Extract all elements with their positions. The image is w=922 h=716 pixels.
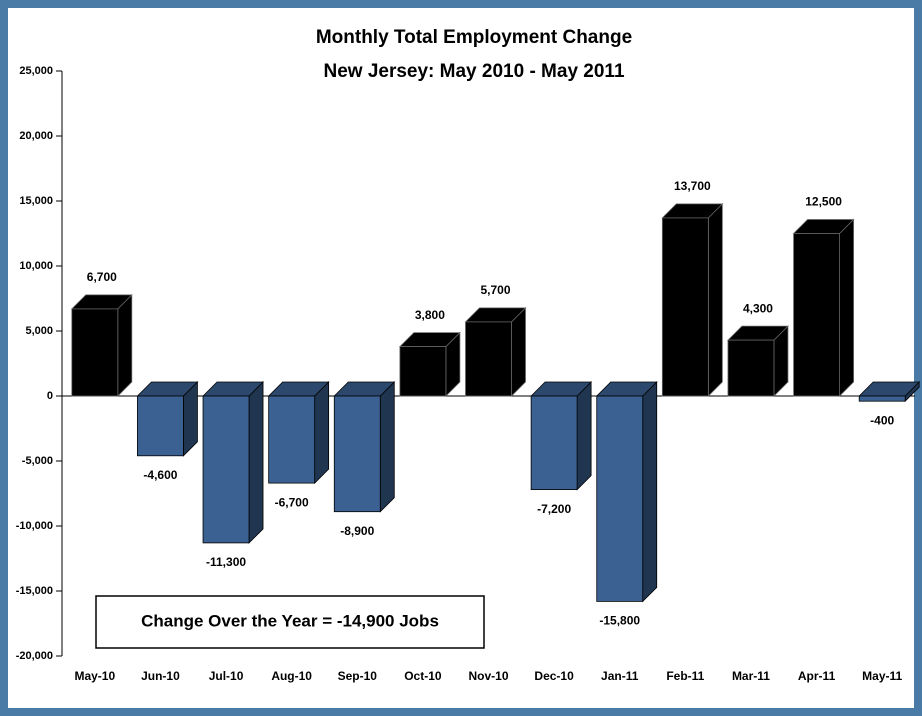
annotation-box [95,595,485,649]
value-label: -8,900 [340,524,374,538]
y-tick-label: 25,000 [19,65,53,77]
value-label: 6,700 [87,270,117,284]
y-tick-label: 10,000 [19,260,53,272]
bar-side [379,381,395,513]
y-tick-label: -5,000 [22,455,53,467]
x-tick-label: May-11 [862,669,902,683]
x-tick-label: Oct-10 [404,669,442,683]
bar-side [707,202,723,397]
bar-side [117,293,133,397]
x-tick-label: Feb-11 [666,669,704,683]
bar [399,346,447,397]
y-tick-label: -20,000 [16,650,53,662]
x-tick-label: Nov-10 [468,669,508,683]
bar [793,233,840,397]
y-tick-label: 15,000 [19,195,53,207]
x-tick-label: Mar-11 [732,669,770,683]
value-label: 3,800 [415,308,445,322]
bar-side [576,381,592,491]
x-tick-label: Sep-10 [338,669,378,683]
y-tick-label: -15,000 [16,585,53,597]
x-tick-label: Apr-11 [798,669,836,683]
y-tick-label: 20,000 [19,130,53,142]
bar-side [511,306,526,397]
x-tick-label: Dec-10 [534,669,574,683]
value-label: -4,600 [143,468,177,482]
y-tick-label: 0 [47,390,53,402]
value-label: -7,200 [537,502,571,516]
bar [661,217,709,397]
bar [202,395,250,544]
bar [727,339,775,397]
bar-side [839,218,854,397]
value-label: -15,800 [599,614,640,628]
value-label: 13,700 [674,179,711,193]
value-label: 12,500 [805,195,842,209]
value-label: -11,300 [206,555,246,569]
x-tick-label: Jun-10 [141,669,180,683]
annotation: Change Over the Year = -14,900 Jobs [141,611,439,630]
bar [596,395,644,602]
bar [71,308,119,397]
value-label: 4,300 [743,301,773,315]
value-label: -6,700 [275,495,309,509]
bar [137,395,184,457]
bar [465,321,512,397]
x-tick-label: Jan-11 [601,669,639,683]
x-tick-label: May-10 [74,669,115,683]
bar-side [642,381,658,603]
value-label: -400 [870,413,894,427]
bar [333,395,381,513]
y-tick-label: -10,000 [16,520,53,532]
chart-title: Monthly Total Employment Change [316,27,632,48]
bar [858,395,906,402]
chart-subtitle: New Jersey: May 2010 - May 2011 [323,61,624,82]
y-tick-label: 5,000 [25,325,53,337]
bar [268,395,316,484]
bar-side [314,381,330,485]
x-tick-label: Jul-10 [209,669,244,683]
bar [530,395,578,490]
bar-side [248,381,264,544]
x-tick-label: Aug-10 [271,669,312,683]
value-label: 5,700 [480,283,510,297]
